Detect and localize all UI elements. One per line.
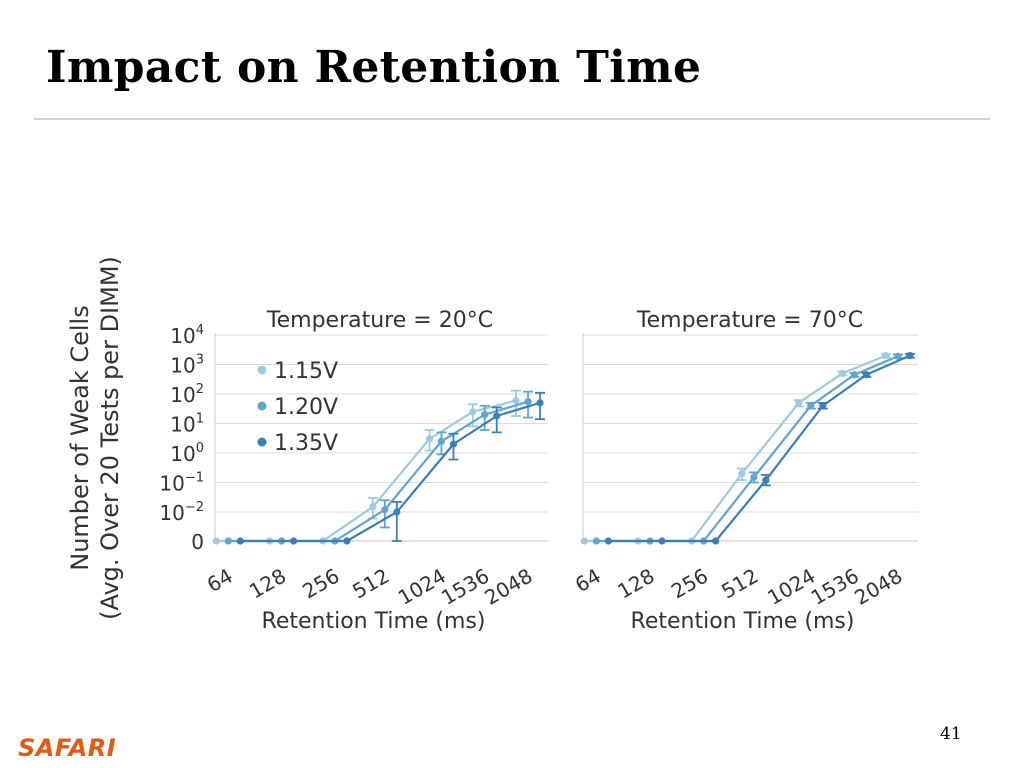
data-point bbox=[425, 435, 434, 443]
x-tick-label: 512 bbox=[348, 564, 393, 604]
x-axis-label: Retention Time (ms) bbox=[262, 609, 486, 634]
data-point bbox=[512, 396, 520, 405]
data-point bbox=[381, 506, 389, 514]
slide-title: Impact on Retention Time bbox=[46, 42, 702, 93]
legend-marker bbox=[257, 401, 267, 411]
chart-title: Temperature = 70°C bbox=[636, 308, 863, 333]
data-point bbox=[882, 352, 890, 360]
y-tick-label: 10−1 bbox=[159, 471, 204, 496]
chart-title: Temperature = 20°C bbox=[266, 308, 493, 333]
y-tick-label: 10−2 bbox=[159, 500, 204, 525]
data-point bbox=[536, 399, 544, 407]
data-point bbox=[862, 371, 870, 379]
series-line-1.20V bbox=[228, 400, 529, 543]
x-tick-label: 64 bbox=[203, 564, 237, 598]
data-point bbox=[762, 476, 770, 484]
series-line-1.15V bbox=[216, 399, 517, 543]
legend-marker bbox=[257, 365, 267, 375]
data-point bbox=[580, 537, 589, 545]
data-point bbox=[369, 503, 377, 511]
page-number: 41 bbox=[940, 724, 962, 744]
data-point bbox=[481, 411, 489, 419]
data-point bbox=[524, 398, 532, 406]
data-point bbox=[469, 408, 477, 416]
chart-panel-2: Temperature = 70°C64 128 256 512 10241536204… bbox=[571, 308, 918, 634]
data-point bbox=[712, 537, 720, 545]
legend-label: 1.35V bbox=[274, 431, 338, 456]
data-point bbox=[795, 399, 803, 407]
data-point bbox=[343, 537, 351, 545]
data-point bbox=[437, 437, 446, 445]
safari-logo: SAFARI bbox=[18, 734, 117, 762]
data-point bbox=[224, 537, 232, 545]
x-axis-label: Retention Time (ms) bbox=[631, 609, 855, 634]
x-tick-label: 128 bbox=[245, 564, 290, 604]
data-point bbox=[592, 537, 601, 545]
x-tick-label: 2048 bbox=[480, 564, 536, 610]
data-point bbox=[290, 537, 298, 545]
data-point bbox=[838, 369, 846, 377]
data-point bbox=[658, 537, 666, 545]
data-point bbox=[906, 352, 914, 360]
x-tick-label: 512 bbox=[717, 564, 762, 604]
x-tick-label: 2048 bbox=[850, 564, 906, 610]
y-tick-label: 0 bbox=[191, 530, 204, 554]
data-point bbox=[604, 537, 613, 545]
y-tick-label: 101 bbox=[170, 412, 204, 437]
data-point bbox=[449, 440, 458, 448]
y-tick-label: 103 bbox=[170, 353, 204, 378]
x-tick-label: 256 bbox=[298, 564, 343, 604]
data-point bbox=[819, 402, 827, 410]
data-point bbox=[894, 352, 902, 360]
data-point bbox=[212, 537, 220, 545]
legend-label: 1.15V bbox=[274, 359, 338, 384]
data-point bbox=[807, 402, 815, 410]
data-point bbox=[493, 412, 501, 420]
data-point bbox=[750, 473, 758, 481]
x-tick-label: 128 bbox=[613, 564, 658, 604]
data-point bbox=[393, 508, 401, 516]
chart-panel-1: 0 10−2 10−1 100 101 102 103 104 Temperature = 20… bbox=[159, 308, 548, 634]
x-tick-label: 64 bbox=[571, 564, 605, 598]
series-line-1.35V bbox=[608, 354, 911, 543]
title-divider bbox=[34, 118, 990, 120]
x-tick-label: 256 bbox=[667, 564, 712, 604]
data-point bbox=[738, 470, 746, 478]
y-tick-label: 100 bbox=[170, 441, 204, 466]
legend-marker bbox=[257, 437, 267, 447]
y-tick-label: 102 bbox=[170, 382, 204, 407]
legend-label: 1.20V bbox=[274, 395, 338, 420]
data-point bbox=[236, 537, 244, 545]
y-tick-label: 104 bbox=[170, 323, 204, 348]
data-point bbox=[850, 371, 858, 379]
